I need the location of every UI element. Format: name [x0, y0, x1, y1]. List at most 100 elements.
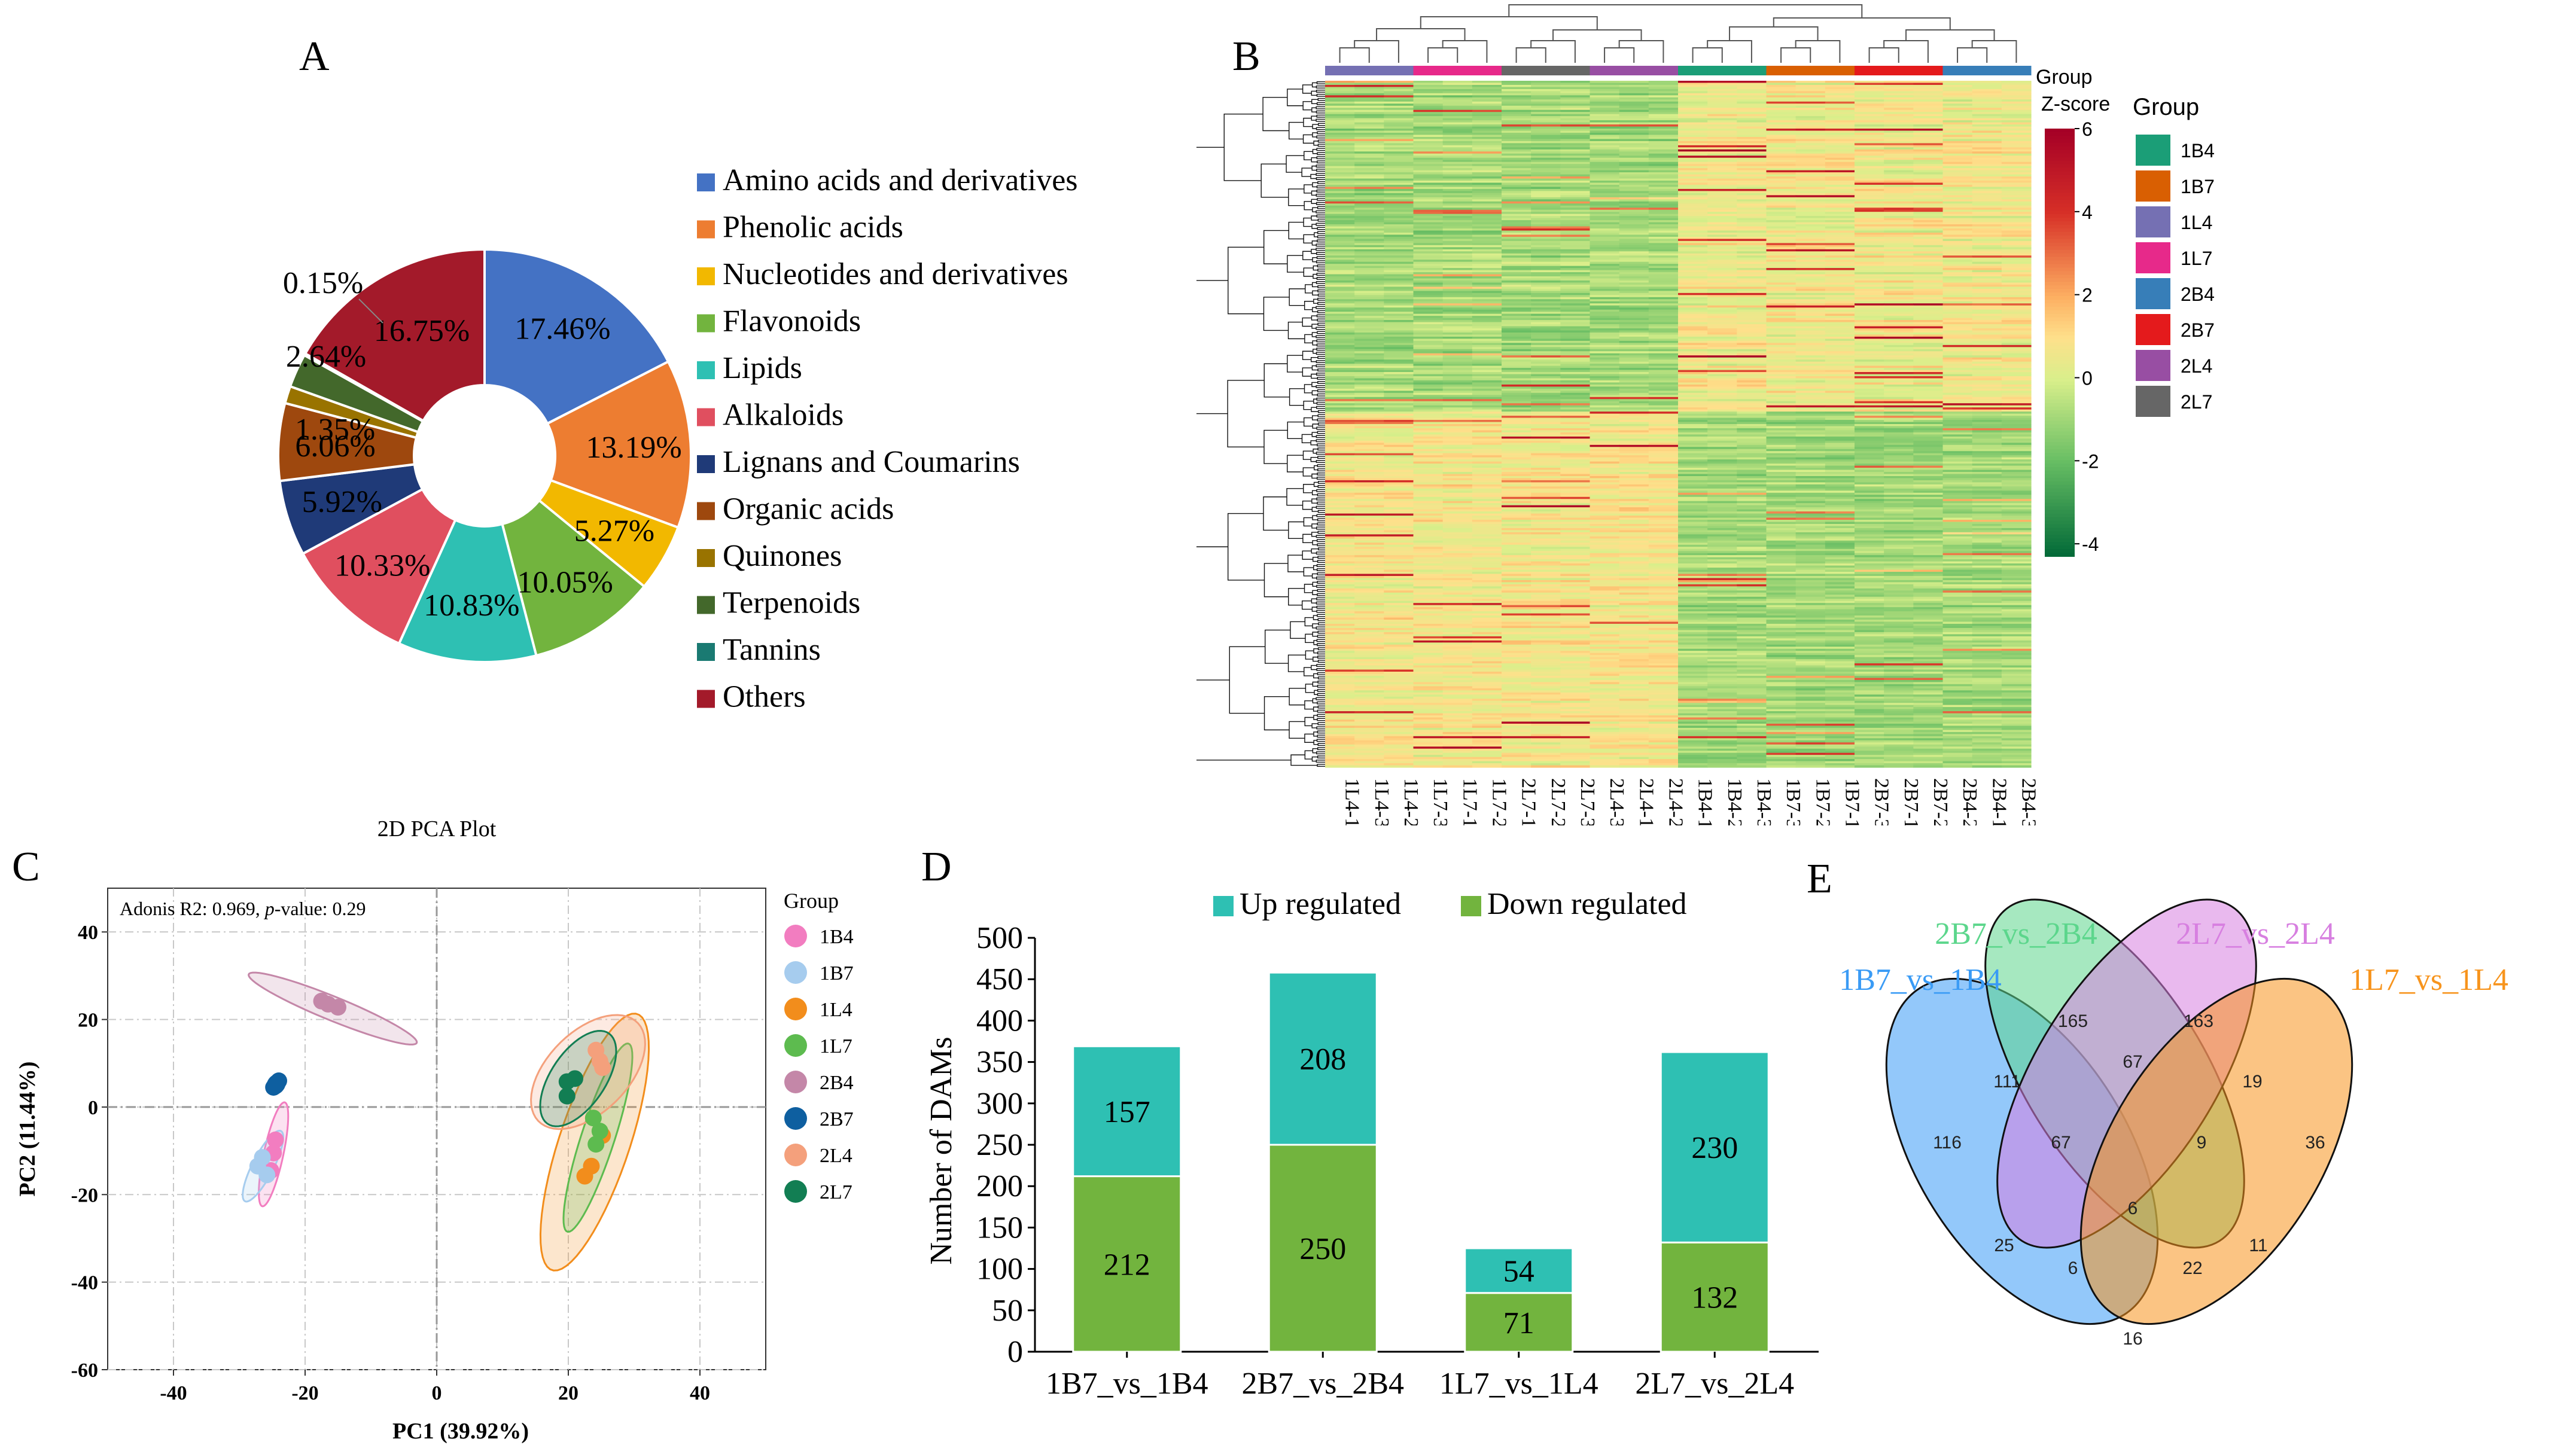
heatmap-cell [1855, 305, 1884, 308]
heatmap-cell [2001, 492, 2032, 495]
heatmap-cell [1825, 129, 1855, 132]
heatmap-cell [1884, 255, 1914, 258]
heatmap-cell [1648, 280, 1679, 284]
heatmap-cell [1855, 149, 1884, 152]
heatmap-cell [1766, 143, 1796, 146]
heatmap-cell [1354, 101, 1384, 104]
heatmap-cell [1825, 449, 1855, 452]
heatmap-cell [1472, 395, 1502, 398]
heatmap-cell [1972, 239, 2002, 242]
heatmap-cell [1942, 397, 1973, 400]
heatmap-cell [1560, 247, 1591, 250]
heatmap-cell [2001, 245, 2032, 248]
heatmap-cell [1942, 89, 1973, 92]
heatmap-cell [1913, 480, 1944, 483]
heatmap-cell [1766, 395, 1796, 398]
heatmap-cell [1354, 312, 1384, 315]
heatmap-cell [1795, 116, 1826, 119]
heatmap-cell [1472, 124, 1502, 127]
heatmap-cell [1913, 365, 1944, 368]
heatmap-cell [1325, 480, 1355, 483]
heatmap-cell [1560, 376, 1591, 379]
heatmap-cell [1384, 496, 1414, 499]
heatmap-cell [1413, 282, 1444, 285]
heatmap-cell [1619, 97, 1649, 100]
heatmap-cell [1825, 495, 1855, 498]
heatmap-cell [1531, 255, 1561, 258]
heatmap-cell [1678, 461, 1708, 464]
heatmap-cell [1619, 81, 1649, 84]
heatmap-cell [1884, 284, 1914, 287]
heatmap-cell [1325, 99, 1355, 102]
heatmap-cell [1942, 266, 1973, 269]
heatmap-cell [1413, 157, 1444, 160]
heatmap-cell [1855, 380, 1884, 383]
heatmap-cell [1766, 193, 1796, 196]
heatmap-cell [2001, 136, 2032, 140]
heatmap-cell [1502, 95, 1531, 98]
heatmap-cell [2001, 303, 2032, 306]
heatmap-cell [1707, 161, 1737, 164]
heatmap-cell [1472, 156, 1502, 158]
heatmap-cell [1590, 339, 1620, 342]
heatmap-cell [1972, 109, 2002, 112]
heatmap-cell [1531, 147, 1561, 150]
heatmap-cell [1472, 166, 1502, 169]
heatmap-cell [1502, 93, 1531, 96]
heatmap-cell [1590, 212, 1620, 215]
heatmap-cell [1913, 245, 1944, 248]
heatmap-cell [1531, 149, 1561, 152]
heatmap-cell [1648, 413, 1679, 416]
heatmap-cell [1502, 245, 1531, 248]
heatmap-cell [1619, 334, 1649, 337]
heatmap-cell [1413, 176, 1444, 179]
heatmap-cell [1472, 507, 1502, 510]
heatmap-cell [1678, 490, 1708, 493]
heatmap-cell [1678, 272, 1708, 275]
heatmap-cell [1472, 230, 1502, 233]
heatmap-cell [1560, 382, 1591, 385]
heatmap-cell [1354, 361, 1384, 364]
heatmap-cell [1795, 161, 1826, 164]
heatmap-cell [1472, 438, 1502, 441]
heatmap-cell [1384, 320, 1414, 323]
heatmap-cell [1972, 312, 2002, 315]
heatmap-cell [1884, 261, 1914, 264]
heatmap-cell [1531, 345, 1561, 348]
heatmap-cell [1531, 438, 1561, 441]
heatmap-cell [1531, 465, 1561, 468]
heatmap-cell [1795, 320, 1826, 323]
heatmap-cell [1354, 397, 1384, 400]
legend-swatch [697, 361, 715, 379]
heatmap-cell [1648, 176, 1679, 179]
heatmap-cell [1884, 187, 1914, 190]
heatmap-cell [1972, 236, 2002, 239]
heatmap-cell [1884, 236, 1914, 239]
heatmap-cell [1502, 444, 1531, 447]
heatmap-cell [1442, 401, 1473, 404]
heatmap-cell [1707, 407, 1737, 410]
heatmap-cell [1472, 251, 1502, 254]
heatmap-cell [1884, 347, 1914, 350]
heatmap-cell [1413, 184, 1444, 188]
heatmap-cell [1472, 149, 1502, 152]
heatmap-cell [1855, 268, 1884, 271]
heatmap-cell [1472, 286, 1502, 289]
heatmap-cell [1825, 203, 1855, 206]
heatmap-cell [1590, 386, 1620, 389]
heatmap-cell [1413, 168, 1444, 171]
heatmap-cell [1413, 264, 1444, 267]
heatmap-cell [2001, 468, 2032, 471]
heatmap-cell [1942, 81, 1973, 84]
heatmap-cell [1384, 228, 1414, 231]
heatmap-cell [1560, 475, 1591, 479]
heatmap-cell [1825, 303, 1855, 306]
heatmap-cell [1442, 193, 1473, 196]
heatmap-cell [1442, 240, 1473, 243]
heatmap-cell [1502, 457, 1531, 460]
heatmap-cell [1855, 492, 1884, 495]
heatmap-cell [1913, 161, 1944, 164]
heatmap-cell [1413, 324, 1444, 327]
heatmap-cell [1384, 105, 1414, 108]
heatmap-cell [1855, 422, 1884, 425]
